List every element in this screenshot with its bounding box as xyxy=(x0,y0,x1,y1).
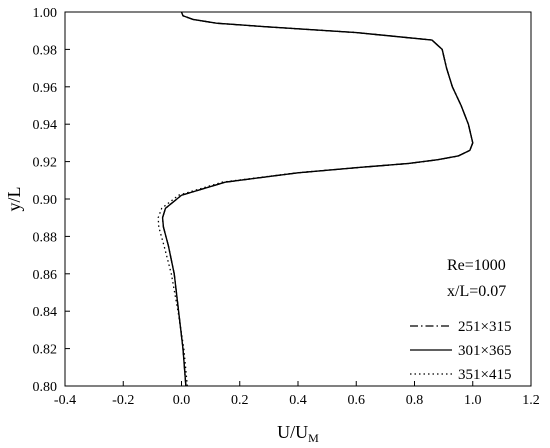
annotation-xl: x/L=0.07 xyxy=(447,283,506,300)
y-tick-label-0-86: 0.86 xyxy=(33,268,58,283)
series-line-301-365 xyxy=(161,11,474,387)
legend-label-251-315: 251×315 xyxy=(458,319,511,335)
x-tick-label-0-2: 0.2 xyxy=(231,393,249,408)
y-tick-label-1-00: 1.00 xyxy=(33,6,58,21)
y-tick-label-0-80: 0.80 xyxy=(33,380,58,395)
y-tick-label-0-98: 0.98 xyxy=(33,43,58,58)
x-tick-label-1-0: 1.0 xyxy=(464,393,482,408)
axis-ticks: -0.4 -0.2 0.0 0.2 0.4 0.6 0.8 1.0 1.2 0.80 0.82 0.8… xyxy=(33,6,540,408)
y-tick-label-0-84: 0.84 xyxy=(33,305,58,320)
y-tick-label-0-96: 0.96 xyxy=(33,81,58,96)
series-line-351-415 xyxy=(157,11,474,387)
x-tick-label-0-6: 0.6 xyxy=(348,393,366,408)
x-axis-title-main: U/U xyxy=(277,422,308,442)
x-tick-label-0-4: 0.4 xyxy=(289,393,307,408)
x-axis-title: U/UM xyxy=(277,422,319,445)
y-axis-title: y/L xyxy=(4,187,24,212)
x-tick-label-0-4: -0.4 xyxy=(54,393,76,408)
y-tick-label-0-88: 0.88 xyxy=(33,230,58,245)
x-tick-label-1-2: 1.2 xyxy=(522,393,540,408)
series-line-251-315 xyxy=(161,11,474,387)
legend-label-301-365: 301×365 xyxy=(458,343,511,359)
y-tick-label-0-92: 0.92 xyxy=(33,156,58,171)
annotation-re: Re=1000 xyxy=(447,257,506,274)
y-tick-label-0-90: 0.90 xyxy=(33,193,58,208)
y-tick-label-0-94: 0.94 xyxy=(33,118,58,133)
x-axis-title-subscript: M xyxy=(308,431,319,445)
x-tick-label-0-8: 0.8 xyxy=(406,393,424,408)
y-tick-label-0-82: 0.82 xyxy=(33,343,58,358)
x-tick-label-0-0: 0.0 xyxy=(173,393,191,408)
legend: 251×315 301×365 351×415 xyxy=(410,319,511,383)
legend-label-351-415: 351×415 xyxy=(458,367,511,383)
x-tick-label-0-2: -0.2 xyxy=(112,393,134,408)
series-lines xyxy=(157,11,474,387)
